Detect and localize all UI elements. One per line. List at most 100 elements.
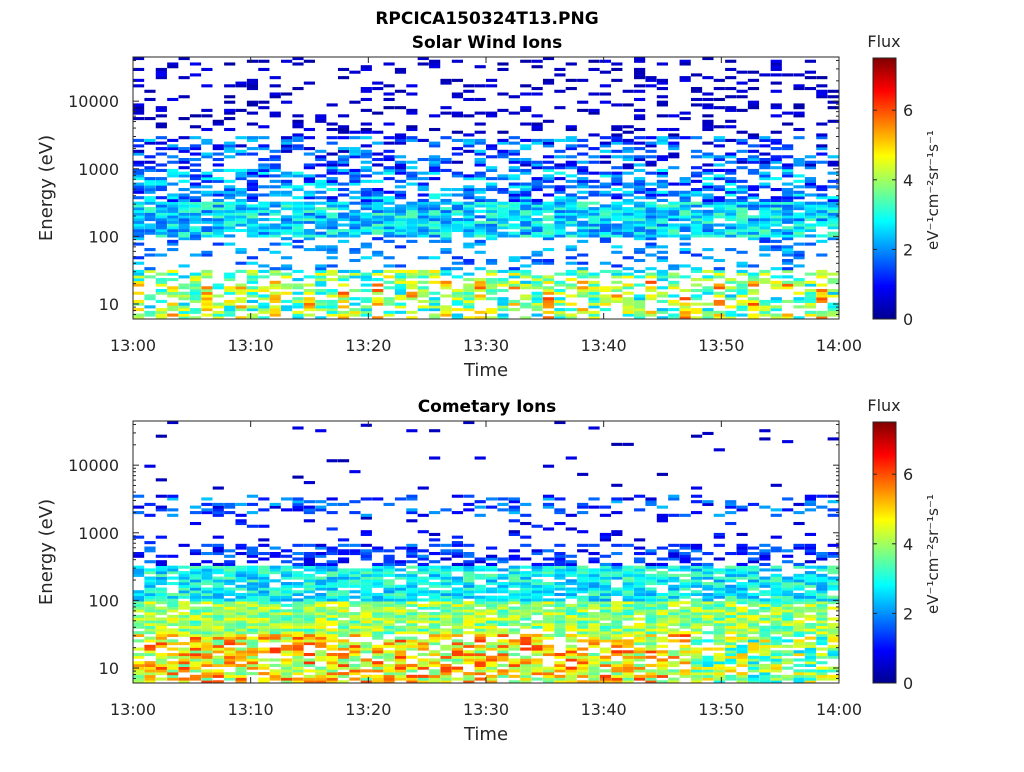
flux-cell bbox=[270, 506, 281, 509]
flux-cell bbox=[543, 672, 554, 675]
flux-cell bbox=[338, 560, 349, 563]
flux-cell bbox=[566, 555, 577, 558]
flux-cell bbox=[463, 188, 474, 191]
flux-cell bbox=[520, 264, 531, 267]
flux-cell bbox=[691, 661, 702, 664]
flux-cell bbox=[771, 308, 782, 311]
flux-cell bbox=[429, 593, 440, 596]
flux-cell bbox=[748, 237, 759, 240]
flux-cell bbox=[520, 303, 531, 306]
flux-cell bbox=[281, 300, 292, 303]
flux-cell bbox=[486, 229, 497, 232]
flux-cell bbox=[327, 631, 338, 634]
flux-cell bbox=[247, 612, 258, 615]
flux-cell bbox=[213, 648, 224, 651]
flux-cell bbox=[156, 593, 167, 596]
flux-cell bbox=[327, 601, 338, 604]
flux-cell bbox=[691, 487, 702, 490]
flux-cell bbox=[338, 234, 349, 237]
flux-cell bbox=[714, 667, 725, 670]
flux-cell bbox=[475, 311, 486, 314]
flux-cell bbox=[623, 574, 634, 577]
flux-cell bbox=[418, 158, 429, 161]
flux-cell bbox=[611, 642, 622, 645]
flux-cell bbox=[611, 172, 622, 175]
flux-cell bbox=[418, 172, 429, 175]
flux-cell bbox=[520, 590, 531, 593]
flux-cell bbox=[611, 533, 622, 536]
flux-cell bbox=[702, 196, 713, 199]
flux-cell bbox=[566, 193, 577, 196]
flux-cell bbox=[611, 661, 622, 664]
flux-cell bbox=[338, 292, 349, 295]
flux-cell bbox=[623, 626, 634, 629]
flux-cell bbox=[680, 199, 691, 202]
flux-cell bbox=[782, 163, 793, 166]
flux-cell bbox=[532, 262, 543, 265]
flux-cell bbox=[235, 289, 246, 292]
flux-cell bbox=[588, 628, 599, 631]
flux-cell bbox=[304, 193, 315, 196]
flux-cell bbox=[759, 174, 770, 177]
flux-cell bbox=[372, 582, 383, 585]
flux-cell bbox=[440, 672, 451, 675]
flux-cell bbox=[714, 284, 725, 287]
flux-cell bbox=[611, 155, 622, 158]
flux-cell bbox=[179, 275, 190, 278]
flux-cell bbox=[440, 669, 451, 672]
flux-cell bbox=[588, 560, 599, 563]
flux-cell bbox=[349, 577, 360, 580]
flux-cell bbox=[270, 678, 281, 681]
flux-cell bbox=[429, 658, 440, 661]
flux-cell bbox=[725, 155, 736, 158]
flux-cell bbox=[486, 147, 497, 150]
flux-cell bbox=[828, 95, 839, 98]
flux-cell bbox=[179, 577, 190, 580]
flux-cell bbox=[452, 634, 463, 637]
flux-cell bbox=[315, 155, 326, 158]
flux-cell bbox=[645, 664, 656, 667]
flux-cell bbox=[588, 669, 599, 672]
flux-cell bbox=[702, 585, 713, 588]
flux-cell bbox=[281, 667, 292, 670]
flux-cell bbox=[714, 169, 725, 172]
flux-cell bbox=[577, 601, 588, 604]
flux-cell bbox=[657, 139, 668, 142]
flux-cell bbox=[395, 294, 406, 297]
flux-cell bbox=[384, 585, 395, 588]
flux-cell bbox=[315, 508, 326, 511]
flux-cell bbox=[577, 254, 588, 257]
flux-cell bbox=[532, 672, 543, 675]
flux-cell bbox=[281, 256, 292, 259]
flux-cell bbox=[258, 305, 269, 308]
flux-cell bbox=[156, 188, 167, 191]
flux-cell bbox=[429, 207, 440, 210]
flux-cell bbox=[304, 637, 315, 640]
flux-cell bbox=[292, 136, 303, 139]
flux-cell bbox=[235, 153, 246, 156]
flux-cell bbox=[304, 639, 315, 642]
flux-cell bbox=[224, 286, 235, 289]
flux-cell bbox=[418, 229, 429, 232]
flux-cell bbox=[452, 60, 463, 63]
flux-cell bbox=[691, 73, 702, 76]
flux-cell bbox=[543, 204, 554, 207]
flux-cell bbox=[327, 566, 338, 569]
flux-cell bbox=[384, 218, 395, 221]
flux-cell bbox=[213, 199, 224, 202]
flux-cell bbox=[201, 142, 212, 145]
flux-cell bbox=[315, 678, 326, 681]
flux-cell bbox=[452, 566, 463, 569]
flux-cell bbox=[509, 199, 520, 202]
flux-cell bbox=[714, 612, 725, 615]
flux-cell bbox=[201, 590, 212, 593]
flux-cell bbox=[384, 667, 395, 670]
flux-cell bbox=[725, 314, 736, 317]
flux-cell bbox=[452, 223, 463, 226]
flux-cell bbox=[486, 311, 497, 314]
flux-cell bbox=[315, 587, 326, 590]
flux-cell bbox=[179, 150, 190, 153]
flux-cell bbox=[179, 147, 190, 150]
flux-cell bbox=[463, 653, 474, 656]
